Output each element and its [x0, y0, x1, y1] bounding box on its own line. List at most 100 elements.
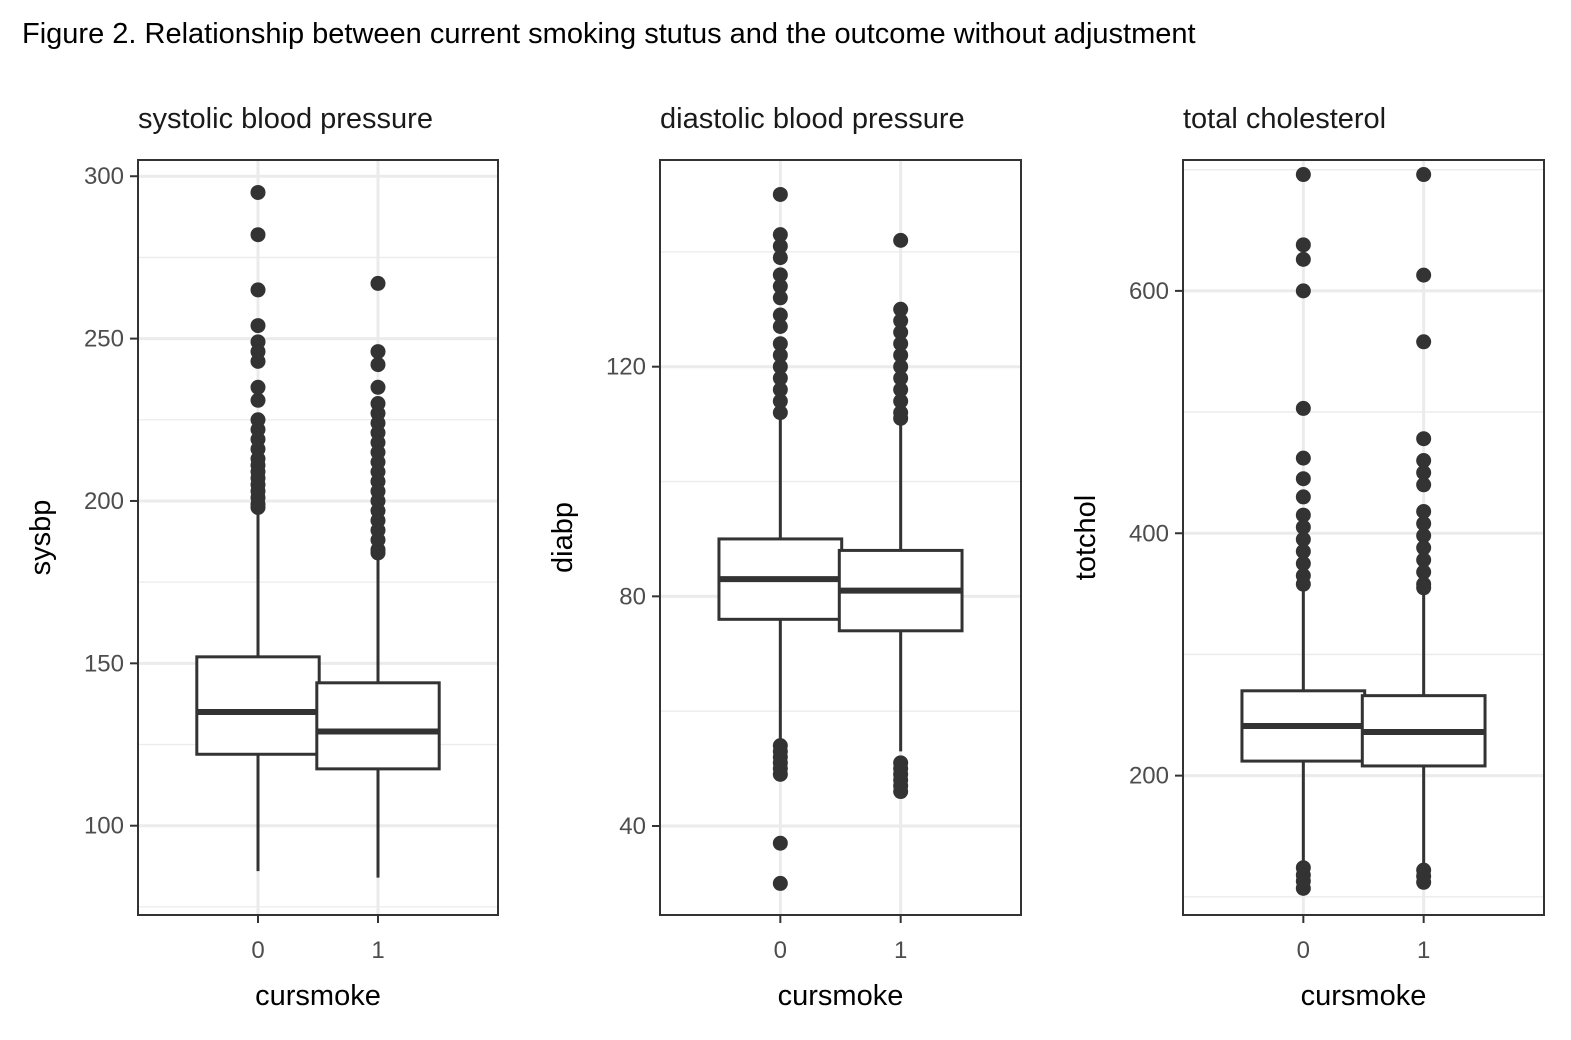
outlier-point	[1295, 237, 1311, 253]
outlier-point	[772, 307, 788, 323]
outlier-point	[1416, 516, 1432, 532]
outlier-point	[1416, 477, 1432, 493]
outlier-point	[250, 282, 266, 298]
panel-border	[137, 159, 499, 916]
outlier-point	[1416, 564, 1432, 580]
box-1	[315, 275, 441, 878]
outlier-point	[1416, 580, 1432, 596]
panel-title: diastolic blood pressure	[660, 103, 965, 135]
outlier-point	[1295, 576, 1311, 592]
y-tick-label: 600	[1129, 278, 1169, 305]
outlier-point	[772, 382, 788, 398]
panel-title: total cholesterol	[1183, 103, 1386, 135]
outlier-point	[772, 393, 788, 409]
outlier-point	[893, 301, 909, 317]
outlier-point	[250, 392, 266, 408]
outlier-point	[370, 357, 386, 373]
outlier-point	[1295, 531, 1311, 547]
outlier-point	[1295, 471, 1311, 487]
outlier-point	[772, 278, 788, 294]
outlier-point	[1416, 874, 1432, 890]
figure-title: Figure 2. Relationship between current s…	[22, 18, 1196, 50]
panel-title: systolic blood pressure	[138, 103, 433, 135]
outlier-point	[1295, 167, 1311, 183]
outlier-point	[370, 344, 386, 360]
outlier-point	[893, 410, 909, 426]
outlier-point	[250, 227, 266, 243]
outlier-point	[772, 250, 788, 266]
outlier-point	[1295, 507, 1311, 523]
x-tick-label: 0	[774, 937, 787, 964]
panel-1: 100 150 200 250 300 0 1 systolic blood pressure…	[25, 103, 499, 1012]
y-tick-label: 250	[84, 326, 124, 353]
outlier-point	[1416, 528, 1432, 544]
outlier-point	[772, 370, 788, 386]
outlier-point	[893, 313, 909, 329]
iqr-box	[315, 681, 441, 771]
outlier-point	[250, 379, 266, 395]
outlier-point	[893, 359, 909, 375]
outlier-point	[370, 275, 386, 291]
outlier-point	[772, 347, 788, 363]
outlier-point	[772, 267, 788, 283]
y-tick-label: 200	[1129, 763, 1169, 790]
outlier-point	[250, 499, 266, 515]
panel-background	[1183, 160, 1544, 915]
outlier-point	[250, 184, 266, 200]
outlier-point	[1416, 453, 1432, 469]
box-0	[1240, 167, 1367, 896]
y-axis-title: sysbp	[25, 500, 57, 576]
panel-border	[659, 159, 1022, 916]
outlier-point	[1295, 251, 1311, 267]
outlier-point	[893, 382, 909, 398]
outlier-point	[370, 379, 386, 395]
panel-2: 40 80 120 0 1 diastolic blood pressure cursmok…	[547, 103, 1022, 1012]
y-tick-label: 300	[84, 163, 124, 190]
outlier-point	[772, 319, 788, 335]
outlier-point	[1416, 540, 1432, 556]
outlier-point	[1295, 489, 1311, 505]
outlier-point	[1416, 267, 1432, 283]
x-axis-title: cursmoke	[1301, 980, 1427, 1012]
outlier-point	[893, 336, 909, 352]
outlier-point	[1295, 400, 1311, 416]
x-axis-title: cursmoke	[778, 980, 904, 1012]
outlier-point	[370, 545, 386, 561]
outlier-point	[1416, 431, 1432, 447]
outlier-point	[1295, 880, 1311, 896]
outlier-point	[893, 347, 909, 363]
outlier-point	[1416, 465, 1432, 481]
panel-3: 200 400 600 0 1 total cholesterol cursmoke totc…	[1070, 103, 1545, 1012]
x-tick-label: 1	[371, 937, 384, 964]
outlier-point	[1295, 519, 1311, 535]
outlier-point	[1416, 167, 1432, 183]
outlier-point	[772, 875, 788, 891]
y-tick-label: 40	[619, 813, 646, 840]
y-tick-label: 80	[619, 583, 646, 610]
outlier-point	[772, 336, 788, 352]
iqr-box	[195, 655, 321, 756]
box-1	[837, 232, 964, 800]
y-tick-label: 150	[84, 650, 124, 677]
outlier-point	[772, 290, 788, 306]
outlier-point	[1416, 334, 1432, 350]
y-tick-label: 400	[1129, 520, 1169, 547]
x-tick-label: 0	[1297, 937, 1310, 964]
outlier-point	[772, 766, 788, 782]
outlier-point	[1295, 556, 1311, 572]
y-tick-label: 200	[84, 488, 124, 515]
outlier-point	[893, 324, 909, 340]
x-tick-label: 1	[1417, 937, 1430, 964]
panel-border	[1182, 159, 1545, 916]
x-tick-label: 0	[251, 937, 264, 964]
panel-background	[138, 160, 498, 915]
outlier-point	[772, 359, 788, 375]
box-0	[195, 184, 321, 872]
outlier-point	[893, 393, 909, 409]
outlier-point	[893, 370, 909, 386]
outlier-point	[1416, 552, 1432, 568]
outlier-point	[772, 405, 788, 421]
x-tick-label: 1	[894, 937, 907, 964]
outlier-point	[250, 318, 266, 334]
